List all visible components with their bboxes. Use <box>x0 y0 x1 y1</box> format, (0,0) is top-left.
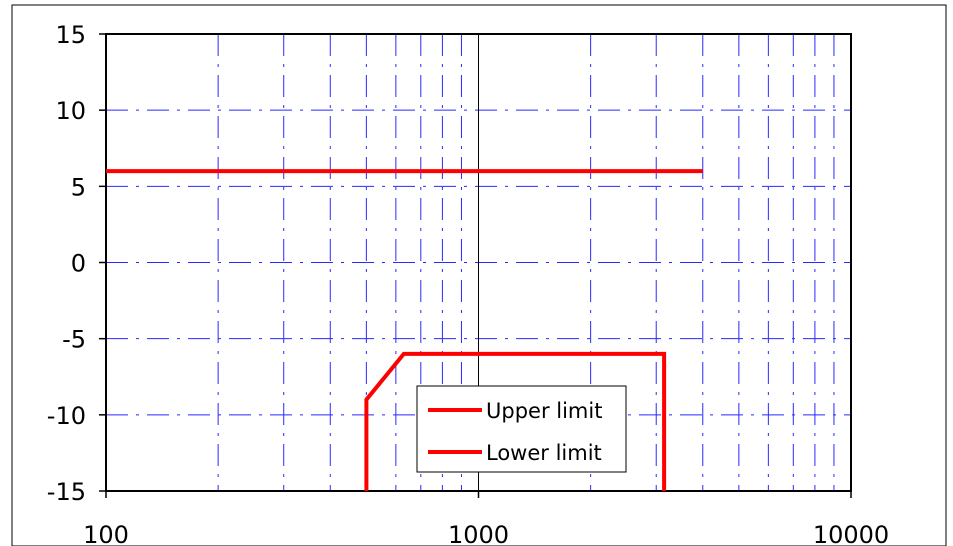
series-layer <box>106 169 703 491</box>
y-tick-label: -5 <box>62 326 86 354</box>
y-tick-label: 15 <box>55 21 86 49</box>
legend-label-lower: Lower limit <box>486 441 602 465</box>
y-tick-label: 5 <box>71 173 86 201</box>
x-tick-label: 10000 <box>813 521 889 546</box>
x-tick-label: 1000 <box>448 521 509 546</box>
legend: Upper limit Lower limit <box>416 385 627 473</box>
y-tick-label: 0 <box>71 250 86 278</box>
axis-ticks: -15 -10 -5 0 5 10 15 100 1000 10000 <box>47 21 889 546</box>
x-tick-label: 100 <box>83 521 129 546</box>
series-line-lower-limit <box>364 351 667 491</box>
y-tick-label: 10 <box>55 97 86 125</box>
y-tick-label: -10 <box>47 402 86 430</box>
legend-label-upper: Upper limit <box>486 399 602 423</box>
y-tick-label: -15 <box>47 478 86 506</box>
legend-box <box>416 385 627 473</box>
